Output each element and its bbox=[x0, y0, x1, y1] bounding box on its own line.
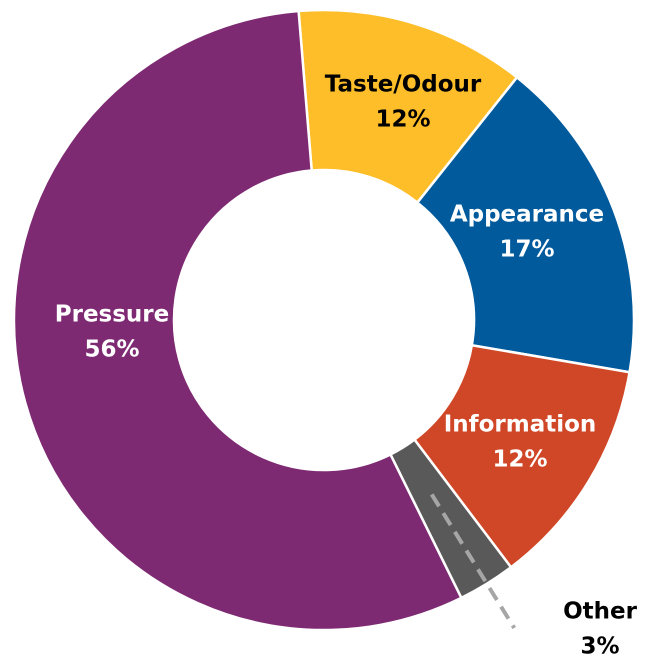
slice-label: Information bbox=[444, 412, 597, 438]
slice-label: Other bbox=[563, 599, 638, 625]
leader-line bbox=[430, 493, 516, 630]
slice-label: Taste/Odour bbox=[325, 72, 482, 98]
slice-value-label: 12% bbox=[492, 447, 547, 473]
slice-value-label: 17% bbox=[499, 237, 554, 263]
slice-value-label: 12% bbox=[375, 107, 430, 133]
donut-slice bbox=[415, 75, 636, 374]
donut-slice bbox=[12, 9, 464, 632]
slice-value-label: 3% bbox=[580, 634, 619, 660]
slice-label: Pressure bbox=[55, 302, 170, 328]
slice-value-label: 56% bbox=[84, 337, 139, 363]
slice-label: Appearance bbox=[450, 202, 604, 228]
